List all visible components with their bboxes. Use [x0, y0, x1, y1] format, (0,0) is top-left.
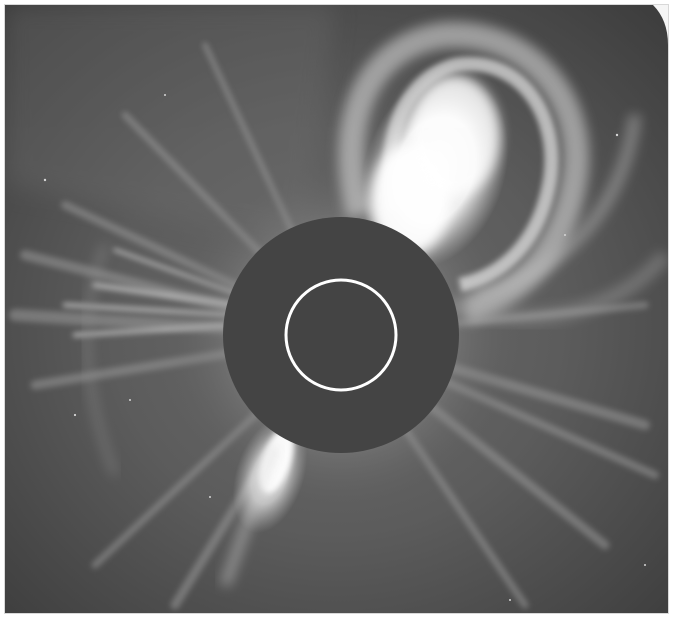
cme-loop [338, 21, 668, 324]
coronagraph-image [5, 5, 668, 613]
faint-west-arc [83, 243, 119, 477]
star-specks [43, 94, 646, 601]
southern-jet [220, 416, 308, 587]
sun-outline-circle [284, 278, 398, 392]
occulting-disk [223, 217, 459, 453]
